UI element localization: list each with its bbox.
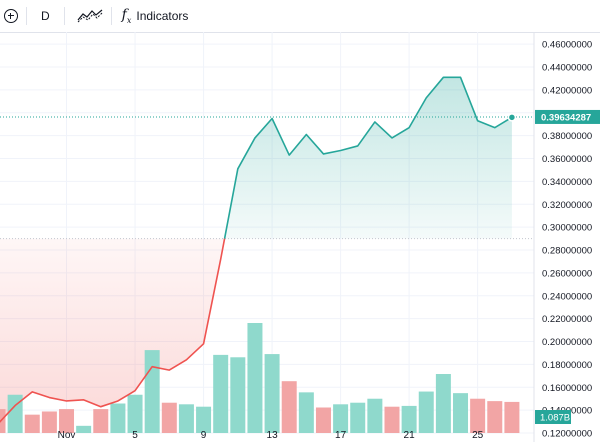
volume-bar	[315, 407, 331, 433]
volume-bar	[435, 374, 451, 433]
price-tick-label: 0.20000000	[542, 337, 592, 348]
volume-bar	[453, 393, 469, 433]
volume-bar	[178, 404, 194, 433]
volume-bar	[93, 409, 109, 433]
volume-bar	[41, 411, 57, 433]
price-tick-label: 0.34000000	[542, 177, 592, 188]
price-tick-label: 0.32000000	[542, 200, 592, 211]
volume-bar	[504, 401, 520, 433]
volume-bar	[7, 394, 23, 433]
price-tick-label: 0.26000000	[542, 268, 592, 279]
volume-bar	[196, 406, 212, 433]
plus-circle-icon[interactable]	[4, 9, 18, 23]
volume-bar	[367, 398, 383, 433]
compare-button[interactable]	[77, 0, 103, 32]
axis-labels: 0.39634287 1.087B	[535, 109, 600, 424]
price-tick-label: 0.22000000	[542, 314, 592, 325]
price-tick-label: 0.24000000	[542, 291, 592, 302]
above-baseline-area	[224, 77, 512, 239]
price-tick-label: 0.36000000	[542, 154, 592, 165]
volume-bar	[110, 403, 126, 433]
time-tick-label: 9	[201, 430, 207, 441]
time-tick-label: 17	[335, 430, 347, 441]
indicators-label: Indicators	[136, 9, 189, 23]
price-axis: 0.460000000.440000000.420000000.40000000…	[542, 40, 592, 440]
below-baseline-area	[0, 238, 225, 422]
price-tick-label: 0.46000000	[542, 40, 592, 51]
volume-bar	[333, 404, 349, 433]
last-price-label: 0.39634287	[541, 112, 591, 123]
price-tick-label: 0.42000000	[542, 85, 592, 96]
price-tick-label: 0.12000000	[542, 429, 592, 440]
volume-bar	[161, 402, 177, 433]
volume-bar	[281, 381, 297, 433]
volume-bars	[0, 323, 520, 433]
price-lines	[0, 76, 513, 423]
last-price-dot	[507, 113, 517, 122]
volume-label: 1.087B	[540, 413, 570, 424]
volume-bar	[384, 406, 400, 433]
time-tick-label: 13	[267, 430, 279, 441]
toolbar-divider	[26, 7, 27, 25]
volume-bar	[24, 414, 40, 433]
volume-bar	[127, 394, 143, 433]
volume-bar	[470, 398, 486, 433]
price-line-above	[223, 76, 513, 239]
last-price-tag	[535, 109, 600, 124]
price-tick-label: 0.30000000	[542, 223, 592, 234]
compare-icon	[77, 9, 103, 23]
volume-bar	[487, 401, 503, 433]
price-tick-label: 0.38000000	[542, 131, 592, 142]
time-tick-label: Nov	[58, 430, 76, 441]
volume-bar	[264, 354, 280, 433]
volume-bar	[298, 392, 314, 433]
volume-bar	[350, 402, 366, 433]
time-tick-label: 5	[132, 430, 138, 441]
volume-bar	[59, 409, 75, 433]
price-chart[interactable]: 0.460000000.440000000.420000000.40000000…	[0, 32, 600, 442]
volume-bar	[213, 354, 229, 433]
time-tick-label: 21	[404, 430, 416, 441]
volume-bar	[418, 391, 434, 433]
volume-bar	[247, 323, 263, 433]
volume-bar	[401, 405, 417, 433]
interval-button[interactable]: D	[41, 9, 50, 23]
volume-tag	[535, 410, 571, 424]
volume-bar	[76, 425, 92, 433]
volume-bar	[144, 350, 160, 433]
fx-icon: fx	[121, 7, 132, 25]
price-tick-label: 0.16000000	[542, 383, 592, 394]
time-axis: Nov 5 9 13 17 21 25	[58, 430, 484, 441]
price-line-below	[0, 238, 226, 423]
toolbar: D fx Indicators	[0, 0, 600, 33]
volume-bar	[0, 409, 6, 433]
toolbar-divider	[110, 7, 112, 25]
volume-bar	[230, 357, 246, 433]
toolbar-divider	[63, 7, 65, 25]
price-tick-label: 0.18000000	[542, 360, 592, 371]
time-tick-label: 25	[472, 430, 484, 441]
baseline-areas	[0, 77, 512, 422]
indicators-button[interactable]: fx Indicators	[122, 0, 189, 32]
price-tick-label: 0.28000000	[542, 246, 592, 257]
price-tick-label: 0.44000000	[542, 63, 592, 74]
